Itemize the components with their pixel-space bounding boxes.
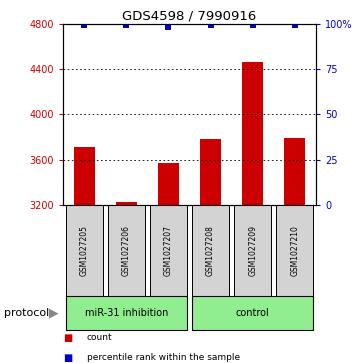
- Title: GDS4598 / 7990916: GDS4598 / 7990916: [122, 9, 257, 23]
- Bar: [276, 205, 313, 296]
- Point: [81, 23, 87, 28]
- Text: ▶: ▶: [49, 307, 58, 319]
- Bar: [200, 139, 221, 205]
- Text: miR-31 inhibition: miR-31 inhibition: [85, 308, 168, 318]
- Text: GSM1027208: GSM1027208: [206, 225, 215, 276]
- Text: GSM1027210: GSM1027210: [290, 225, 299, 276]
- Bar: [66, 296, 187, 330]
- Point: [292, 23, 298, 28]
- Bar: [192, 296, 313, 330]
- Point: [250, 23, 256, 28]
- Bar: [158, 163, 179, 205]
- Bar: [66, 205, 103, 296]
- Text: ■: ■: [63, 333, 73, 343]
- Text: protocol: protocol: [4, 308, 49, 318]
- Point: [166, 24, 171, 30]
- Bar: [74, 147, 95, 205]
- Bar: [192, 205, 229, 296]
- Point: [123, 23, 129, 28]
- Point: [208, 23, 213, 28]
- Bar: [150, 205, 187, 296]
- Bar: [242, 62, 263, 205]
- Text: GSM1027206: GSM1027206: [122, 225, 131, 276]
- Text: control: control: [236, 308, 270, 318]
- Text: percentile rank within the sample: percentile rank within the sample: [87, 353, 240, 362]
- Bar: [116, 202, 137, 205]
- Bar: [108, 205, 145, 296]
- Bar: [284, 138, 305, 205]
- Text: GSM1027205: GSM1027205: [80, 225, 89, 276]
- Text: GSM1027207: GSM1027207: [164, 225, 173, 276]
- Text: count: count: [87, 333, 112, 342]
- Text: ■: ■: [63, 352, 73, 363]
- Bar: [234, 205, 271, 296]
- Text: GSM1027209: GSM1027209: [248, 225, 257, 276]
